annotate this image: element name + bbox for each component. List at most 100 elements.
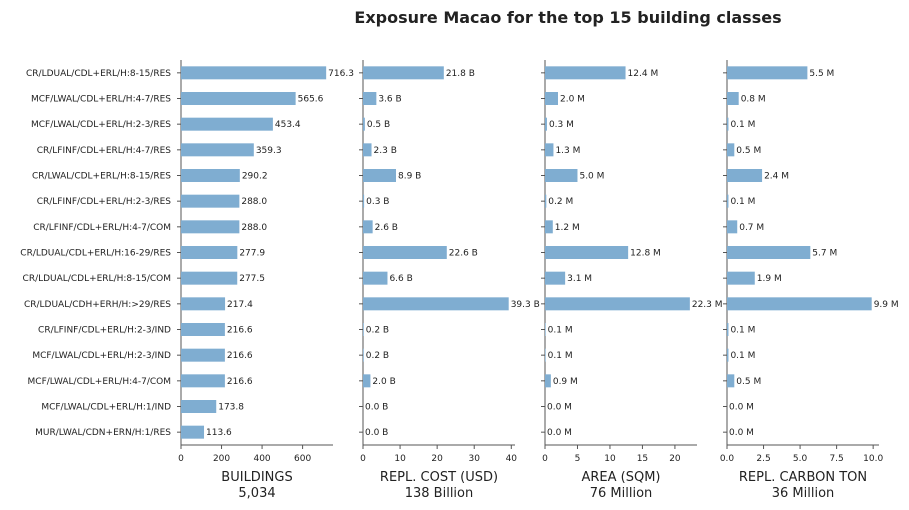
bar: [363, 169, 396, 182]
bar: [181, 348, 225, 362]
data-label: 9.9 M: [874, 300, 899, 310]
x-axis-label: REPL. COST (USD): [380, 470, 498, 485]
data-label: 2.6 B: [375, 223, 398, 233]
panel-total: 138 Billion: [405, 486, 474, 501]
x-tick-label: 5: [575, 454, 581, 464]
x-tick-label: 10.0: [863, 454, 883, 464]
data-label: 0.0 M: [547, 403, 572, 413]
bar: [363, 220, 373, 234]
x-tick-label: 0.0: [720, 454, 735, 464]
data-label: 2.0 M: [560, 95, 585, 105]
x-tick-label: 0: [542, 454, 548, 464]
bar: [181, 220, 240, 234]
category-label: MCF/LWAL/CDL+ERL/H:4-7/RES: [31, 95, 171, 105]
data-label: 12.8 M: [630, 249, 661, 259]
data-label: 0.1 M: [548, 351, 573, 361]
data-label: 0.0 M: [547, 428, 572, 438]
x-tick-label: 15: [637, 454, 648, 464]
chart-title: Exposure Macao for the top 15 building c…: [354, 8, 782, 27]
data-label: 288.0: [241, 197, 267, 207]
bar: [727, 92, 739, 105]
x-tick-label: 10: [394, 454, 406, 464]
x-axis-label: BUILDINGS: [221, 470, 292, 485]
data-label: 0.7 M: [739, 223, 764, 233]
data-label: 0.3 B: [366, 197, 389, 207]
bar: [363, 374, 371, 388]
data-label: 6.6 B: [389, 274, 412, 284]
x-tick-label: 30: [468, 454, 480, 464]
bar: [545, 143, 554, 157]
data-label: 216.6: [227, 377, 253, 387]
data-label: 22.6 B: [449, 249, 478, 259]
category-label: MUR/LWAL/CDN+ERN/H:1/RES: [35, 428, 171, 438]
data-label: 277.9: [239, 249, 265, 259]
data-label: 288.0: [241, 223, 267, 233]
category-label: CR/LFINF/CDL+ERL/H:2-3/IND: [38, 326, 171, 336]
data-label: 2.3 B: [374, 146, 397, 156]
panel-total: 76 Million: [590, 486, 653, 501]
bar: [363, 92, 377, 105]
data-label: 1.2 M: [555, 223, 580, 233]
data-label: 3.1 M: [567, 274, 592, 284]
data-label: 5.5 M: [809, 69, 834, 79]
bar: [545, 348, 546, 362]
category-label: CR/LDUAL/CDL+ERL/H:8-15/COM: [23, 274, 171, 284]
x-tick-label: 7.5: [829, 454, 843, 464]
data-label: 173.8: [218, 403, 244, 413]
bar: [363, 143, 372, 157]
bar: [727, 323, 729, 336]
category-label: CR/LDUAL/CDL+ERL/H:8-15/RES: [26, 69, 171, 79]
x-tick-label: 10: [604, 454, 616, 464]
bar: [727, 374, 735, 388]
category-label: MCF/LWAL/CDL+ERL/H:1/IND: [41, 403, 171, 413]
category-label: MCF/LWAL/CDL+ERL/H:2-3/RES: [31, 120, 171, 130]
bar: [545, 194, 547, 208]
bar: [363, 271, 388, 285]
bar: [363, 297, 509, 311]
bar: [545, 92, 558, 105]
bar: [363, 323, 364, 336]
panel-total: 5,034: [238, 486, 275, 501]
bar: [727, 169, 763, 182]
panel-total: 36 Million: [772, 486, 835, 501]
category-label: CR/LFINF/CDL+ERL/H:4-7/RES: [37, 146, 172, 156]
data-label: 0.1 M: [730, 351, 755, 361]
data-label: 359.3: [256, 146, 282, 156]
x-tick-label: 0: [360, 454, 366, 464]
bar: [545, 271, 566, 285]
bar: [181, 323, 225, 336]
bar: [545, 374, 551, 388]
bar: [363, 117, 365, 131]
data-label: 2.4 M: [764, 172, 789, 182]
data-label: 290.2: [242, 172, 268, 182]
bar: [727, 271, 755, 285]
bar: [363, 66, 444, 80]
bar: [727, 66, 808, 80]
data-label: 113.6: [206, 428, 232, 438]
data-label: 0.0 B: [365, 403, 388, 413]
data-label: 5.7 M: [812, 249, 837, 259]
x-axis-label: AREA (SQM): [581, 470, 660, 485]
bar: [727, 246, 811, 259]
data-label: 453.4: [275, 120, 301, 130]
data-label: 0.1 M: [548, 326, 573, 336]
data-label: 0.5 M: [736, 146, 761, 156]
data-label: 0.0 B: [365, 428, 388, 438]
data-label: 0.1 M: [730, 197, 755, 207]
bar: [363, 246, 447, 259]
x-tick-label: 20: [669, 454, 681, 464]
bar: [727, 117, 729, 131]
category-label: MCF/LWAL/CDL+ERL/H:4-7/COM: [28, 377, 171, 387]
bar: [181, 271, 238, 285]
bar: [181, 169, 240, 182]
bar: [181, 117, 273, 131]
x-tick-label: 40: [506, 454, 518, 464]
x-tick-label: 0: [178, 454, 184, 464]
bar: [181, 246, 238, 259]
bar: [545, 66, 626, 80]
x-tick-label: 200: [213, 454, 230, 464]
bar: [545, 169, 578, 182]
data-label: 0.5 B: [367, 120, 390, 130]
data-label: 0.0 M: [729, 403, 754, 413]
data-label: 22.3 M: [692, 300, 723, 310]
